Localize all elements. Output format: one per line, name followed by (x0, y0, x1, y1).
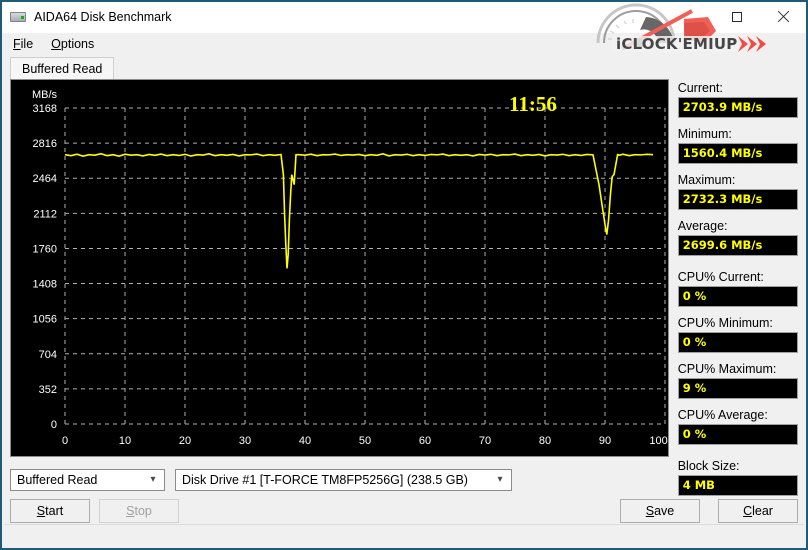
window-controls (714, 2, 806, 32)
y-tick-label: 1760 (33, 243, 57, 255)
stat-value-cpu-minimum: 0 % (677, 332, 798, 353)
tab-buffered-read[interactable]: Buffered Read (10, 57, 115, 79)
menu-item-file[interactable]: File (13, 37, 34, 51)
title-bar: AIDA64 Disk Benchmark (2, 2, 806, 53)
close-button[interactable] (760, 2, 806, 32)
y-tick-label: 2112 (33, 208, 57, 220)
chart-canvas: MB/s 0 352 704 1056 1408 1760 2112 2464 2816 3168 0… (32, 89, 668, 447)
maximize-button[interactable] (714, 2, 760, 32)
chart-series-line (64, 152, 654, 269)
status-bar (4, 524, 804, 546)
save-button[interactable]: Save (620, 499, 700, 523)
elapsed-timer: 11:56 (509, 92, 557, 116)
stat-value-current: 2703.9 MB/s (677, 97, 798, 118)
button-row: Start Stop Save Clear (10, 499, 798, 523)
main-content: MB/s 0 352 704 1056 1408 1760 2112 2464 2816 3168 0… (2, 79, 806, 496)
y-tick-label: 2464 (33, 173, 57, 185)
disk-drive-icon (10, 9, 26, 25)
close-icon (777, 11, 789, 23)
x-tick-label: 30 (239, 435, 251, 447)
x-tick-label: 100 % (649, 435, 668, 447)
selector-row: Buffered Read ▾ Disk Drive #1 [T-FORCE T… (10, 469, 798, 491)
clear-button[interactable]: Clear (718, 499, 798, 523)
y-tick-label: 352 (39, 384, 57, 396)
maximize-icon (732, 12, 742, 22)
save-button-label: ave (654, 504, 675, 518)
y-tick-label: 1408 (33, 279, 57, 291)
window-title: AIDA64 Disk Benchmark (34, 10, 172, 24)
x-tick-label: 60 (419, 435, 431, 447)
clear-button-label: lear (752, 504, 773, 518)
menu-item-file-label: ile (20, 37, 34, 51)
chevron-down-icon: ▾ (497, 474, 503, 485)
drive-select[interactable]: Disk Drive #1 [T-FORCE TM8FP5256G] (238.… (175, 469, 512, 491)
statistics-panel: Current: 2703.9 MB/s Minimum: 1560.4 MB/s Ma… (677, 79, 798, 496)
drive-select-value: Disk Drive #1 [T-FORCE TM8FP5256G] (238.… (182, 473, 468, 487)
stop-button-label: top (134, 504, 152, 518)
stat-value-cpu-maximum: 9 % (677, 378, 798, 399)
start-button-label: tart (45, 504, 64, 518)
x-tick-label: 20 (179, 435, 191, 447)
stat-value-minimum: 1560.4 MB/s (677, 143, 798, 164)
benchmark-mode-value: Buffered Read (17, 473, 98, 487)
stat-label-cpu-average: CPU% Average: (677, 408, 768, 422)
y-tick-label: 3168 (33, 103, 57, 115)
y-tick-label: 2816 (33, 138, 57, 150)
x-tick-label: 40 (299, 435, 311, 447)
stat-label-cpu-maximum: CPU% Maximum: (677, 362, 777, 376)
control-bar: Buffered Read ▾ Disk Drive #1 [T-FORCE T… (2, 463, 806, 523)
stat-value-cpu-current: 0 % (677, 286, 798, 307)
benchmark-chart: MB/s 0 352 704 1056 1408 1760 2112 2464 2816 3168 0… (10, 79, 669, 457)
x-tick-label: 50 (359, 435, 371, 447)
stat-label-current: Current: (677, 81, 723, 95)
y-tick-label: 1056 (33, 314, 57, 326)
menu-bar: File Options (2, 33, 806, 55)
menu-item-options[interactable]: Options (51, 37, 95, 51)
stat-label-minimum: Minimum: (677, 127, 732, 141)
stop-button: Stop (99, 499, 179, 523)
x-tick-label: 0 (62, 435, 68, 447)
x-tick-label: 10 (119, 435, 131, 447)
x-tick-label: 90 (599, 435, 611, 447)
stat-value-average: 2699.6 MB/s (677, 235, 798, 256)
menu-item-options-label: ptions (60, 37, 95, 51)
benchmark-mode-select[interactable]: Buffered Read ▾ (10, 469, 165, 491)
y-axis-unit-label: MB/s (32, 89, 58, 101)
tab-buffered-read-label: Buffered Read (22, 62, 103, 76)
stat-label-cpu-current: CPU% Current: (677, 270, 764, 284)
stat-label-average: Average: (677, 219, 728, 233)
stat-value-maximum: 2732.3 MB/s (677, 189, 798, 210)
stat-label-block-size: Block Size: (677, 459, 740, 473)
stat-value-block-size: 4 MB (677, 475, 798, 496)
chevron-down-icon: ▾ (150, 474, 156, 485)
x-tick-label: 70 (479, 435, 491, 447)
y-tick-label: 0 (51, 419, 57, 431)
stat-label-cpu-minimum: CPU% Minimum: (677, 316, 773, 330)
y-tick-label: 704 (39, 349, 57, 361)
stat-label-maximum: Maximum: (677, 173, 736, 187)
tab-strip: Buffered Read (2, 55, 806, 79)
x-tick-label: 80 (539, 435, 551, 447)
start-button[interactable]: Start (10, 499, 90, 523)
stat-value-cpu-average: 0 % (677, 424, 798, 445)
